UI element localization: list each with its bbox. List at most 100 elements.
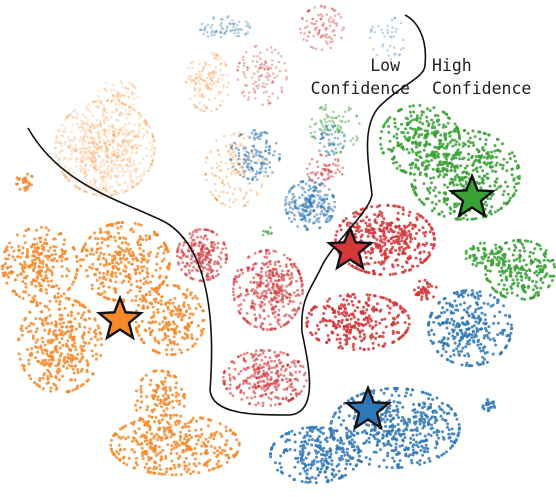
data-point <box>253 359 256 362</box>
data-point <box>105 89 108 93</box>
data-point <box>77 126 80 130</box>
data-point <box>111 129 115 133</box>
data-point <box>274 304 278 308</box>
data-point <box>201 327 205 331</box>
data-point <box>4 247 8 251</box>
data-point <box>84 133 88 136</box>
data-point <box>161 320 165 324</box>
data-point <box>187 429 191 433</box>
data-point <box>124 437 128 441</box>
data-point <box>92 124 96 127</box>
data-point <box>131 145 135 149</box>
data-point <box>60 265 64 269</box>
data-point <box>63 306 67 310</box>
data-point <box>190 75 193 78</box>
data-point <box>148 142 152 145</box>
data-point <box>404 246 408 250</box>
data-point <box>222 74 225 77</box>
data-point <box>323 6 326 9</box>
data-point <box>237 162 241 166</box>
data-point <box>111 261 115 265</box>
data-point <box>131 91 134 94</box>
data-point <box>356 224 360 228</box>
data-point <box>165 353 169 356</box>
data-point <box>295 392 298 396</box>
data-point <box>298 391 302 395</box>
data-point <box>294 370 298 374</box>
data-point <box>83 150 86 154</box>
data-point <box>317 216 321 220</box>
data-point <box>185 288 189 292</box>
data-point <box>75 157 79 161</box>
data-point <box>111 223 115 226</box>
data-point <box>431 246 435 250</box>
data-point <box>123 139 126 143</box>
data-point <box>154 268 158 272</box>
data-point <box>54 146 57 150</box>
data-point <box>42 241 46 245</box>
data-point <box>91 163 95 167</box>
data-point <box>232 162 235 165</box>
data-point <box>434 285 438 289</box>
data-point <box>22 364 26 368</box>
data-point <box>116 151 119 155</box>
data-point <box>335 337 339 341</box>
data-point <box>111 153 115 157</box>
data-point <box>18 187 22 191</box>
data-point <box>111 298 115 302</box>
data-point <box>212 75 216 78</box>
data-point <box>57 129 61 133</box>
data-point <box>203 110 206 113</box>
data-point <box>285 75 289 79</box>
data-point <box>269 303 273 306</box>
data-point <box>199 428 203 431</box>
data-point <box>246 396 249 400</box>
data-point <box>386 49 390 52</box>
data-point <box>236 28 240 32</box>
data-point <box>87 128 91 132</box>
data-point <box>265 375 269 379</box>
data-point <box>146 470 150 474</box>
data-point <box>15 182 19 186</box>
data-point <box>387 311 391 315</box>
data-point <box>93 149 97 153</box>
data-point <box>373 261 377 265</box>
data-point <box>113 174 117 178</box>
data-point <box>172 463 176 467</box>
data-point <box>404 330 408 334</box>
data-point <box>297 360 300 364</box>
data-point <box>82 304 86 308</box>
data-point <box>175 391 178 395</box>
data-point <box>281 297 284 301</box>
data-point <box>71 115 74 119</box>
data-point <box>373 30 377 34</box>
data-point <box>134 170 138 174</box>
data-point <box>205 106 208 110</box>
data-point <box>179 414 183 418</box>
data-point <box>236 450 240 454</box>
data-point <box>126 435 130 439</box>
data-point <box>71 338 75 342</box>
data-point <box>106 173 110 176</box>
data-point <box>128 159 132 163</box>
data-point <box>172 440 176 444</box>
data-point <box>69 176 73 180</box>
data-point <box>107 297 111 301</box>
data-point <box>147 321 151 324</box>
data-point <box>237 275 240 278</box>
data-point <box>75 259 79 263</box>
data-point <box>248 402 251 406</box>
data-point <box>24 282 28 286</box>
data-point <box>427 251 431 255</box>
data-point <box>20 266 24 270</box>
data-point <box>57 358 61 362</box>
data-point <box>104 176 108 179</box>
data-point <box>380 260 384 264</box>
data-point <box>337 12 341 16</box>
data-point <box>239 353 243 357</box>
data-point <box>194 72 198 76</box>
data-point <box>212 437 216 441</box>
data-point <box>219 104 222 107</box>
data-point <box>97 168 101 172</box>
data-point <box>52 338 56 342</box>
